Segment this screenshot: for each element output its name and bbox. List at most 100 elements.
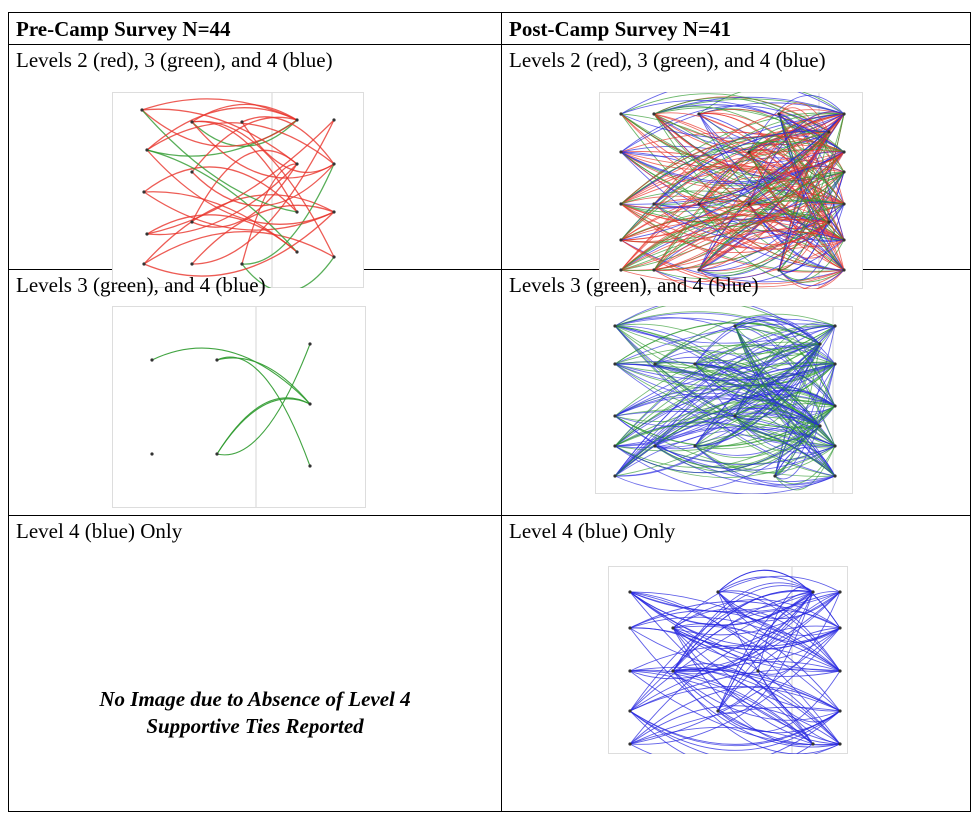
network-node [716,709,720,713]
network-edge [614,425,821,492]
network-edge [191,116,298,173]
network-node [842,202,846,206]
network-node [773,474,777,478]
network-edge [146,107,298,151]
network-node [628,626,632,630]
network-edge [614,445,836,494]
network-edge [614,363,836,400]
network-edge [614,363,836,387]
network-edge [620,113,845,205]
network-node [215,358,219,362]
network-edge [629,591,841,672]
network-edge [620,113,845,241]
network-edge [672,670,841,746]
network-edge [734,325,836,447]
network-edge [734,372,836,417]
network-node [145,232,149,236]
network-node [838,742,842,746]
network-edge [620,92,845,115]
network-node [777,112,781,116]
network-edge [698,112,845,205]
network-edge [141,108,298,165]
network-edge [614,343,821,477]
network-node [628,669,632,673]
network-edge [653,203,830,249]
network-edge [653,96,845,115]
pre-levels-3-4-cell: Levels 3 (green), and 4 (blue) [8,269,502,516]
network-edge [694,389,836,447]
network-edge [698,203,845,271]
network-edge [629,686,841,745]
network-edge [216,357,311,405]
network-edge [748,119,830,205]
network-edge [614,325,836,447]
post-level-4-network-image [608,566,848,754]
network-edge [146,122,335,165]
network-node [240,120,244,124]
network-node [842,170,846,174]
network-node [613,362,617,366]
post-levels-2-3-4-label: Levels 2 (red), 3 (green), and 4 (blue) [509,48,826,72]
network-node [671,669,675,673]
network-edge [614,325,836,477]
network-edge [774,363,836,477]
network-node [308,342,312,346]
network-edge [694,343,821,447]
pre-levels-3-4-network-image [112,306,366,508]
network-edge [672,585,814,672]
no-image-line-2: Supportive Ties Reported [146,714,364,738]
post-camp-header: Post-Camp Survey N=41 [509,17,731,41]
network-edge [620,199,845,271]
network-node [652,112,656,116]
network-edge [757,591,841,675]
network-edge [614,396,836,447]
post-levels-3-4-label: Levels 3 (green), and 4 (blue) [509,273,759,297]
network-edge [774,445,836,485]
network-node [295,210,299,214]
network-node [838,669,842,673]
network-edge [191,119,335,265]
network-node [838,709,842,713]
network-edge [629,710,841,751]
network-edge [614,363,836,447]
network-edge [654,325,836,447]
network-node [613,474,617,478]
post-levels-2-3-4-network-image [599,92,863,289]
network-edge [620,113,845,139]
pre-camp-header-cell: Pre-Camp Survey N=44 [8,12,502,45]
network-edge [620,190,845,241]
network-node [619,112,623,116]
network-node [142,262,146,266]
network-edge [654,406,821,447]
network-edge [614,399,836,477]
network-edge [614,425,821,474]
network-node [628,742,632,746]
network-edge [672,590,814,672]
network-edge [717,670,841,732]
network-node [613,444,617,448]
post-levels-3-4-cell: Levels 3 (green), and 4 (blue) [501,269,971,516]
network-edge [614,415,836,483]
pre-level-4-label: Level 4 (blue) Only [16,519,183,543]
pre-levels-2-3-4-network-image [112,92,364,288]
no-image-message: No Image due to Absence of Level 4 Suppo… [9,686,501,740]
network-edge [698,193,845,271]
network-edge [614,323,836,365]
network-node [747,202,751,206]
network-node [733,414,737,418]
network-edge [614,392,821,427]
network-node [818,424,822,428]
network-edge [717,591,814,712]
network-edge [614,363,836,428]
network-node [332,255,336,259]
network-edge [620,171,845,244]
network-edge [614,343,821,477]
network-edge [629,627,841,745]
network-edge [672,591,841,673]
network-edge [141,98,298,121]
network-edge [620,216,830,271]
network-edge [672,670,841,754]
network-edge [216,343,311,456]
network-edge [734,415,821,442]
network-edge [629,591,841,673]
